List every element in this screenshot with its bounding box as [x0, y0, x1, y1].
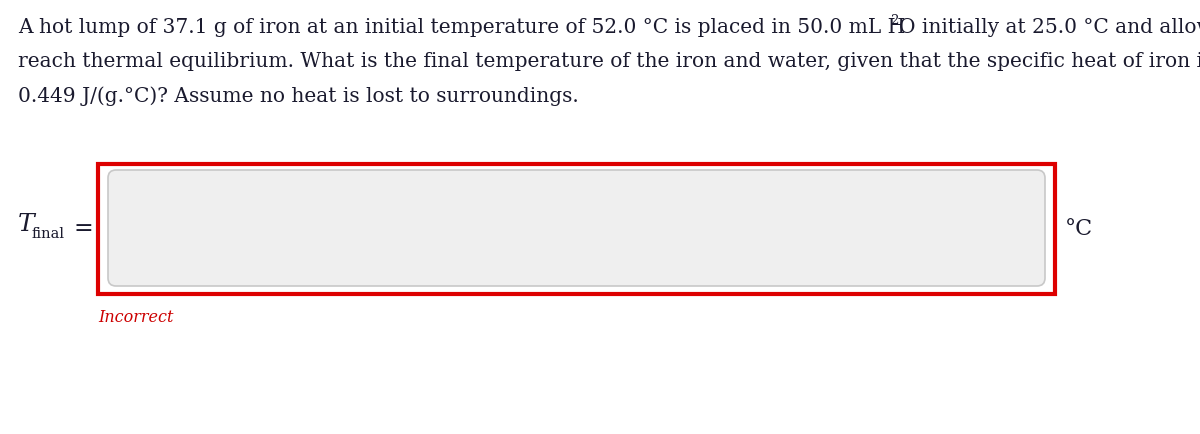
FancyBboxPatch shape: [108, 171, 1045, 286]
Text: 2: 2: [890, 14, 899, 27]
Text: reach thermal equilibrium. What is the final temperature of the iron and water, : reach thermal equilibrium. What is the f…: [18, 52, 1200, 71]
Text: A hot lump of 37.1 g of iron at an initial temperature of 52.0 °C is placed in 5: A hot lump of 37.1 g of iron at an initi…: [18, 18, 905, 37]
Text: °C: °C: [1066, 217, 1093, 240]
Text: =: =: [74, 217, 94, 240]
Text: final: final: [31, 227, 64, 240]
Text: T: T: [18, 213, 35, 236]
Text: 0.449 J/(g.°C)? Assume no heat is lost to surroundings.: 0.449 J/(g.°C)? Assume no heat is lost t…: [18, 86, 578, 105]
Bar: [98, 164, 1055, 294]
Text: O initially at 25.0 °C and allowed to: O initially at 25.0 °C and allowed to: [899, 18, 1200, 37]
Text: Incorrect: Incorrect: [98, 308, 173, 325]
